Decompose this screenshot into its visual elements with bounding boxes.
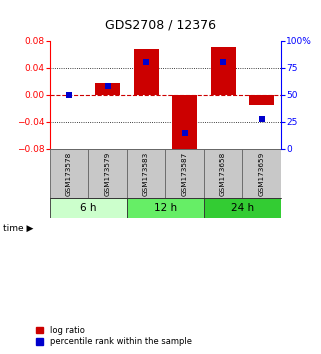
Point <box>182 130 187 136</box>
Text: 24 h: 24 h <box>231 203 254 213</box>
Text: 12 h: 12 h <box>154 203 177 213</box>
Text: GSM173658: GSM173658 <box>220 152 226 195</box>
Bar <box>127 149 165 198</box>
Bar <box>127 198 204 218</box>
Point <box>221 59 226 65</box>
Text: GSM173583: GSM173583 <box>143 152 149 195</box>
Text: GDS2708 / 12376: GDS2708 / 12376 <box>105 19 216 32</box>
Bar <box>134 49 159 95</box>
Legend: log ratio, percentile rank within the sample: log ratio, percentile rank within the sa… <box>36 326 192 346</box>
Point <box>143 59 149 65</box>
Text: GSM173578: GSM173578 <box>66 152 72 195</box>
Bar <box>95 82 120 95</box>
Text: 6 h: 6 h <box>80 203 97 213</box>
Bar <box>165 149 204 198</box>
Text: GSM173579: GSM173579 <box>105 152 110 195</box>
Bar <box>204 198 281 218</box>
Text: time ▶: time ▶ <box>3 224 34 233</box>
Bar <box>88 149 127 198</box>
Point <box>259 116 264 121</box>
Bar <box>211 47 236 95</box>
Bar <box>50 149 88 198</box>
Bar <box>172 95 197 154</box>
Point <box>105 83 110 89</box>
Point <box>66 92 72 98</box>
Text: GSM173659: GSM173659 <box>259 152 265 195</box>
Bar <box>50 198 127 218</box>
Text: GSM173587: GSM173587 <box>182 152 187 195</box>
Bar <box>249 95 274 105</box>
Bar <box>242 149 281 198</box>
Bar <box>204 149 242 198</box>
